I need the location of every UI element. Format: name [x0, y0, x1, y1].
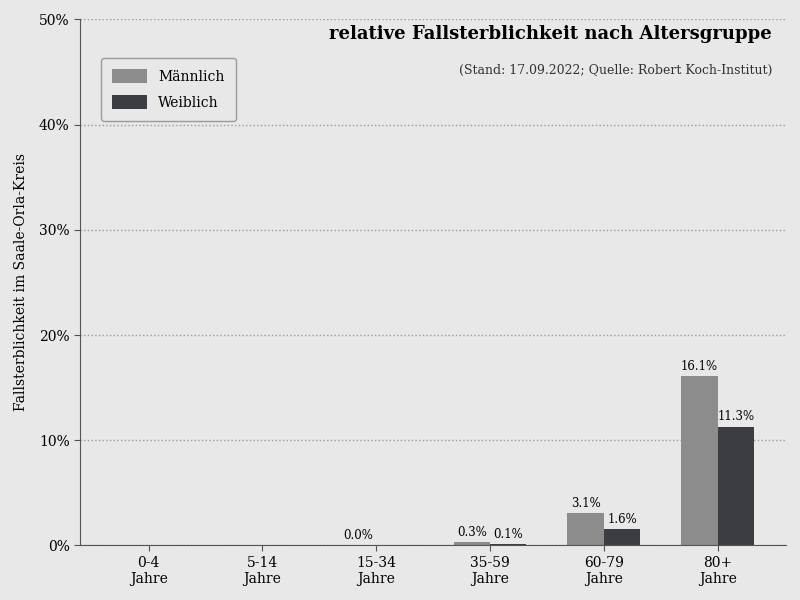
Bar [454, 542, 490, 545]
Text: 1.6%: 1.6% [607, 512, 637, 526]
Text: 11.3%: 11.3% [718, 410, 754, 424]
Text: 3.1%: 3.1% [570, 497, 601, 510]
Text: 0.1%: 0.1% [494, 528, 523, 541]
Text: 0.0%: 0.0% [343, 529, 373, 542]
Y-axis label: Fallsterblichkeit im Saale-Orla-Kreis: Fallsterblichkeit im Saale-Orla-Kreis [14, 154, 28, 412]
Text: (Stand: 17.09.2022; Quelle: Robert Koch-Institut): (Stand: 17.09.2022; Quelle: Robert Koch-… [458, 64, 772, 77]
Bar [681, 376, 718, 545]
Bar [718, 427, 754, 545]
Bar [604, 529, 640, 545]
Legend: Männlich, Weiblich: Männlich, Weiblich [102, 58, 236, 121]
Bar [567, 513, 604, 545]
Text: relative Fallsterblichkeit nach Altersgruppe: relative Fallsterblichkeit nach Altersgr… [330, 25, 772, 43]
Text: 16.1%: 16.1% [681, 360, 718, 373]
Text: 0.3%: 0.3% [457, 526, 486, 539]
Bar [490, 544, 526, 545]
